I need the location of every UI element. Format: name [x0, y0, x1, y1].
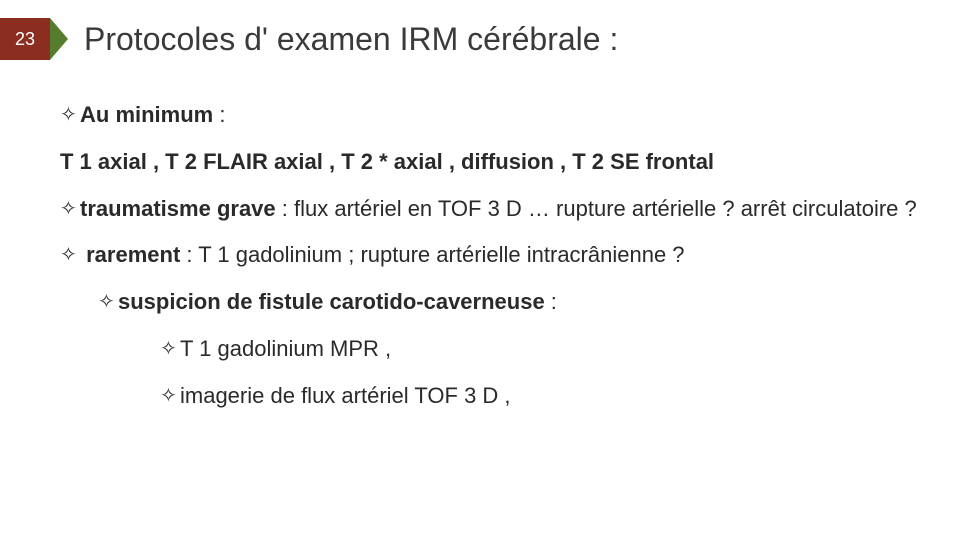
diamond-icon: ✧	[160, 335, 180, 363]
bullet-bold: Au minimum	[80, 102, 213, 127]
bullet-item: ✧suspicion de fistule carotido-caverneus…	[30, 287, 930, 318]
bullet-text: : flux artériel en TOF 3 D … rupture art…	[276, 196, 917, 221]
bullet-bold: suspicion de fistule carotido-caverneuse	[118, 289, 545, 314]
text-line: T 1 axial , T 2 FLAIR axial , T 2 * axia…	[30, 147, 930, 178]
bullet-text: : T 1 gadolinium ; rupture artérielle in…	[180, 242, 684, 267]
slide-number: 23	[0, 18, 50, 60]
diamond-icon: ✧	[60, 195, 80, 223]
diamond-icon: ✧	[60, 101, 80, 129]
bullet-text: imagerie de flux artériel TOF 3 D ,	[180, 383, 511, 408]
diamond-icon: ✧	[98, 288, 118, 316]
diamond-icon: ✧	[60, 241, 80, 269]
slide-title: Protocoles d' examen IRM cérébrale :	[84, 21, 618, 58]
bullet-text: :	[545, 289, 557, 314]
bullet-bold: rarement	[80, 242, 180, 267]
slide-body: ✧Au minimum : T 1 axial , T 2 FLAIR axia…	[0, 60, 960, 412]
bullet-item: ✧T 1 gadolinium MPR ,	[30, 334, 930, 365]
bullet-item: ✧ rarement : T 1 gadolinium ; rupture ar…	[30, 240, 930, 271]
badge-arrow-icon	[50, 18, 68, 60]
bullet-item: ✧imagerie de flux artériel TOF 3 D ,	[30, 381, 930, 412]
bullet-item: ✧traumatisme grave : flux artériel en TO…	[30, 194, 930, 225]
bullet-bold: traumatisme grave	[80, 196, 276, 221]
bullet-item: ✧Au minimum :	[30, 100, 930, 131]
slide-header: 23 Protocoles d' examen IRM cérébrale :	[0, 0, 960, 60]
bullet-text: T 1 gadolinium MPR ,	[180, 336, 391, 361]
slide-number-badge: 23	[0, 18, 84, 60]
bullet-text: :	[213, 102, 225, 127]
diamond-icon: ✧	[160, 382, 180, 410]
